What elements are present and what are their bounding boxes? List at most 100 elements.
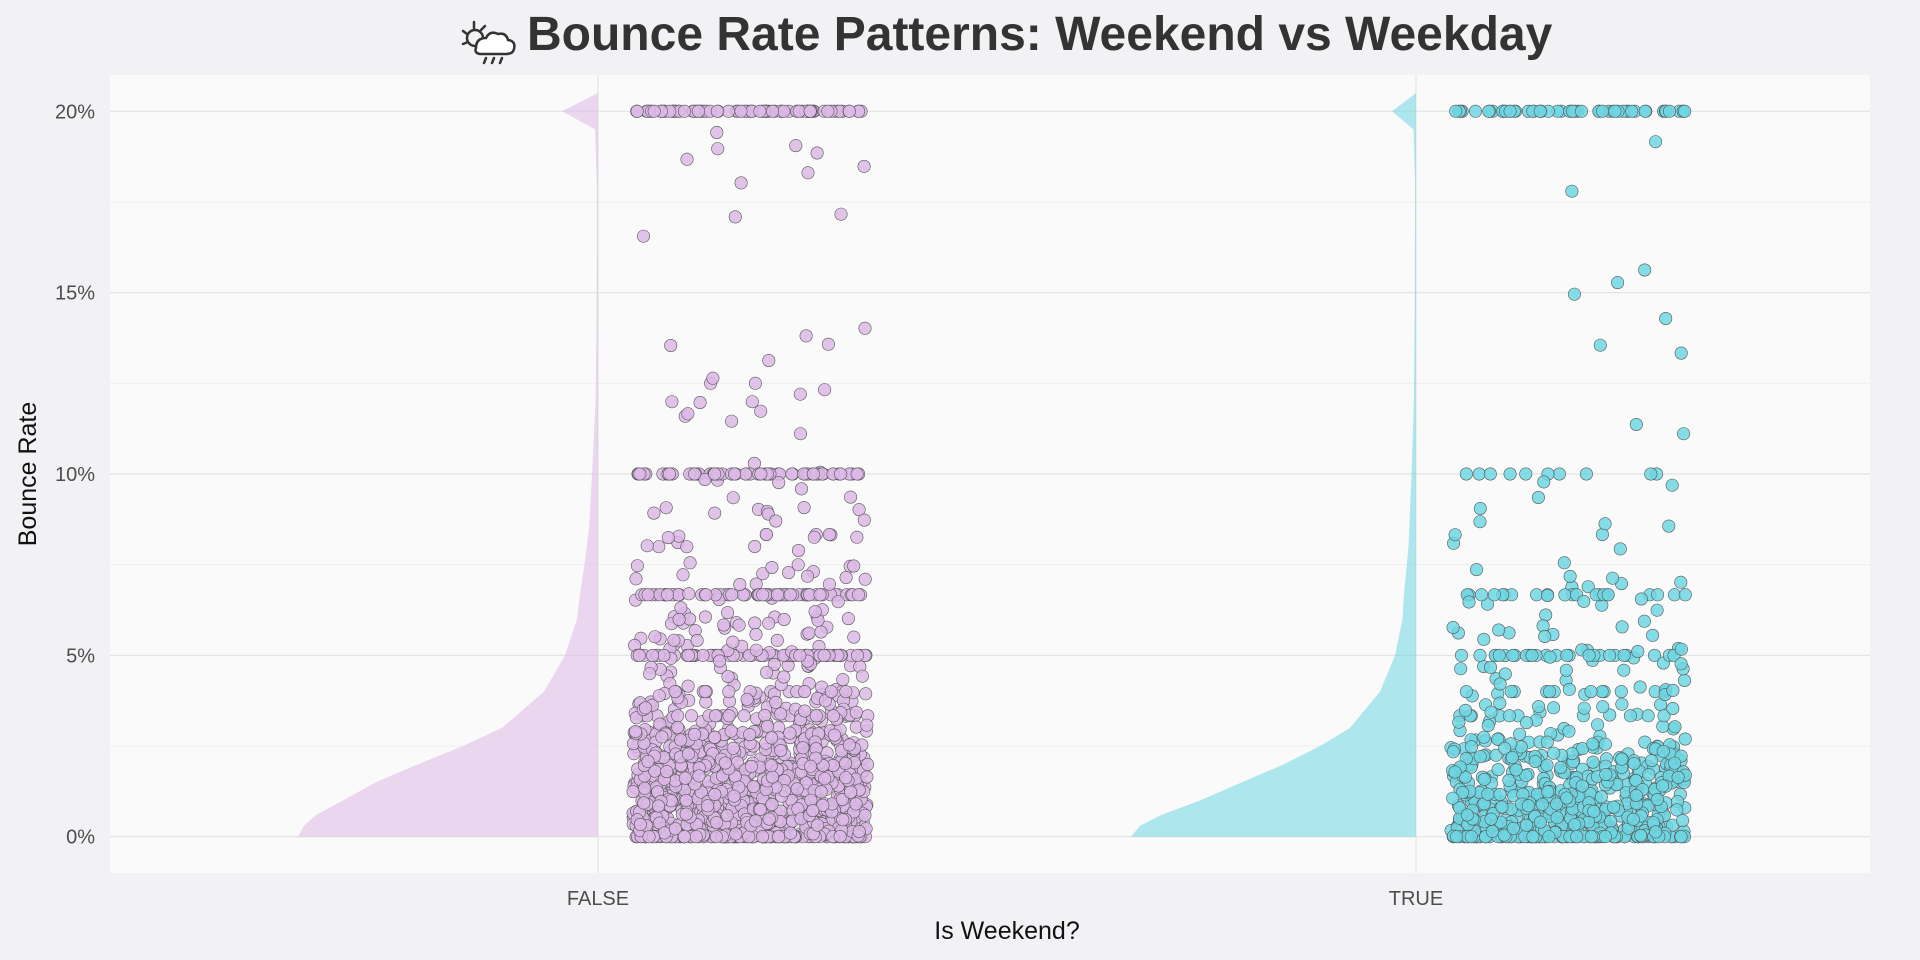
data-point-true — [1532, 700, 1546, 714]
data-point-false — [698, 685, 712, 699]
density-half-violin-false — [298, 93, 598, 837]
data-point-false — [850, 467, 864, 481]
data-point-false — [799, 776, 813, 790]
data-point-true — [1563, 569, 1577, 583]
data-point-false — [636, 229, 650, 243]
data-point-true — [1615, 620, 1629, 634]
data-point-true — [1560, 791, 1574, 805]
data-point-false — [844, 785, 858, 799]
data-point-false — [844, 490, 858, 504]
data-point-false — [688, 467, 702, 481]
data-point-true — [1595, 685, 1609, 699]
data-point-false — [713, 654, 727, 668]
data-point-false — [822, 527, 836, 541]
data-point-false — [678, 771, 692, 785]
data-point-false — [655, 730, 669, 744]
data-point-true — [1649, 825, 1663, 839]
data-point-false — [710, 104, 724, 118]
data-point-true — [1665, 478, 1679, 492]
data-point-true — [1678, 732, 1692, 746]
data-point-false — [774, 707, 788, 721]
data-point-true — [1550, 811, 1564, 825]
data-point-true — [1662, 519, 1676, 533]
data-point-true — [1482, 104, 1496, 118]
data-point-false — [817, 648, 831, 662]
data-point-false — [754, 467, 768, 481]
data-point-true — [1543, 650, 1557, 664]
data-point-false — [790, 782, 804, 796]
data-point-false — [726, 491, 740, 505]
data-point-true — [1539, 608, 1553, 622]
data-point-false — [733, 577, 747, 591]
data-point-false — [827, 728, 841, 742]
data-point-true — [1519, 467, 1533, 481]
data-point-false — [683, 556, 697, 570]
data-point-true — [1469, 104, 1483, 118]
data-point-true — [1473, 750, 1487, 764]
data-point-true — [1458, 770, 1472, 784]
data-point-false — [841, 612, 855, 626]
jitter-points — [626, 104, 1692, 844]
data-point-true — [1629, 417, 1643, 431]
data-point-true — [1581, 580, 1595, 594]
data-point-true — [1448, 528, 1462, 542]
data-point-true — [1613, 542, 1627, 556]
data-point-true — [1629, 773, 1643, 787]
data-point-false — [818, 383, 832, 397]
data-point-true — [1666, 701, 1680, 715]
data-point-false — [852, 503, 866, 517]
data-point-false — [839, 771, 853, 785]
data-point-false — [746, 780, 760, 794]
data-point-false — [814, 785, 828, 799]
y-tick-label: 5% — [66, 645, 95, 667]
y-axis-ticks: 0% 5% 10% 15% 20% — [55, 101, 95, 848]
data-point-true — [1607, 800, 1621, 814]
data-point-false — [807, 530, 821, 544]
data-point-true — [1670, 803, 1684, 817]
data-point-true — [1598, 830, 1612, 844]
data-point-false — [769, 695, 783, 709]
data-point-true — [1484, 660, 1498, 674]
data-point-true — [1615, 697, 1629, 711]
data-point-true — [1470, 563, 1484, 577]
data-point-true — [1454, 662, 1468, 676]
data-point-true — [1611, 276, 1625, 290]
data-point-false — [726, 741, 740, 755]
data-point-true — [1603, 648, 1617, 662]
data-point-false — [859, 687, 873, 701]
data-point-true — [1541, 588, 1555, 602]
data-point-false — [641, 588, 655, 602]
data-point-false — [839, 570, 853, 584]
data-point-false — [782, 566, 796, 580]
data-point-true — [1477, 772, 1491, 786]
data-point-false — [798, 704, 812, 718]
data-point-false — [724, 724, 738, 738]
data-point-true — [1634, 828, 1648, 842]
data-point-true — [1659, 311, 1673, 325]
data-point-false — [857, 159, 871, 173]
data-point-false — [652, 540, 666, 554]
data-point-false — [668, 685, 682, 699]
data-point-true — [1513, 727, 1527, 741]
data-point-false — [682, 587, 696, 601]
data-point-true — [1674, 830, 1688, 844]
data-point-true — [1456, 785, 1470, 799]
data-point-false — [664, 338, 678, 352]
data-point-true — [1481, 718, 1495, 732]
data-point-false — [813, 588, 827, 602]
data-point-false — [652, 689, 666, 703]
data-point-false — [708, 506, 722, 520]
data-point-false — [671, 709, 685, 723]
data-point-false — [793, 427, 807, 441]
data-point-false — [831, 595, 845, 609]
data-point-true — [1503, 104, 1517, 118]
data-point-false — [821, 104, 835, 118]
data-point-false — [858, 808, 872, 822]
data-point-false — [758, 708, 772, 722]
data-point-true — [1530, 588, 1544, 602]
data-point-false — [858, 572, 872, 586]
data-point-false — [660, 765, 674, 779]
data-point-true — [1638, 263, 1652, 277]
data-point-false — [772, 476, 786, 490]
data-point-true — [1656, 744, 1670, 758]
